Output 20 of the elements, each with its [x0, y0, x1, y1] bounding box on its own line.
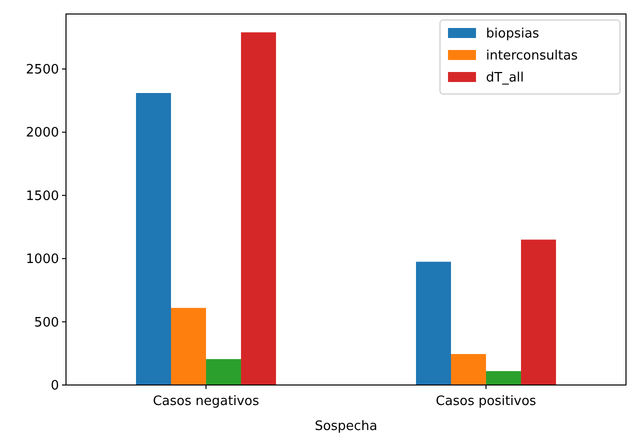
bar [136, 93, 171, 385]
legend-label: interconsultas [486, 48, 578, 64]
bar [451, 354, 486, 385]
bar [206, 359, 241, 385]
y-tick-label: 1500 [26, 188, 59, 204]
bar [486, 371, 521, 385]
legend-label: biopsias [486, 26, 540, 42]
bar [241, 32, 276, 385]
legend-label: dT_all [486, 70, 524, 86]
bar [416, 262, 451, 385]
y-tick-label: 2000 [26, 126, 59, 141]
bar [171, 308, 206, 385]
x-tick-label: Casos positivos [436, 394, 536, 409]
x-tick-label: Casos negativos [152, 394, 260, 409]
x-axis-title: Sospecha [314, 419, 378, 434]
y-tick-label: 500 [34, 315, 59, 330]
y-tick-label: 1000 [26, 252, 59, 268]
y-tick-label: 0 [50, 378, 59, 394]
y-tick-label: 2500 [26, 62, 59, 78]
bar [521, 240, 556, 385]
